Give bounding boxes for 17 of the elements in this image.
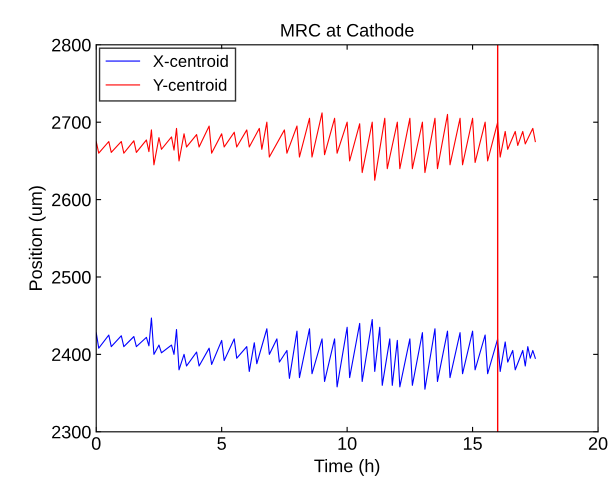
x-axis-title: Time (h): [314, 459, 380, 476]
x-tick-label: 15: [464, 437, 482, 450]
y-tick-label: 2800: [52, 38, 91, 52]
line-series: [96, 317, 536, 390]
y-tick-label: 2500: [52, 270, 91, 284]
x-tick-label: 0: [92, 437, 101, 450]
y-tick-label: 2300: [52, 426, 91, 438]
x-tick-label: 5: [217, 437, 226, 450]
y-tick-label: 2600: [52, 194, 91, 206]
x-tick-label: 20: [588, 437, 608, 450]
chart-title: MRC at Cathode: [281, 23, 414, 37]
y-axis-title: Position (um): [28, 186, 46, 290]
x-tick-label: 10: [338, 437, 356, 450]
legend-label: X-centroid: [153, 54, 228, 68]
y-tick-label: 2400: [52, 348, 91, 362]
legend-label: Y-centroid: [153, 78, 226, 91]
y-tick-label: 2700: [52, 116, 91, 129]
